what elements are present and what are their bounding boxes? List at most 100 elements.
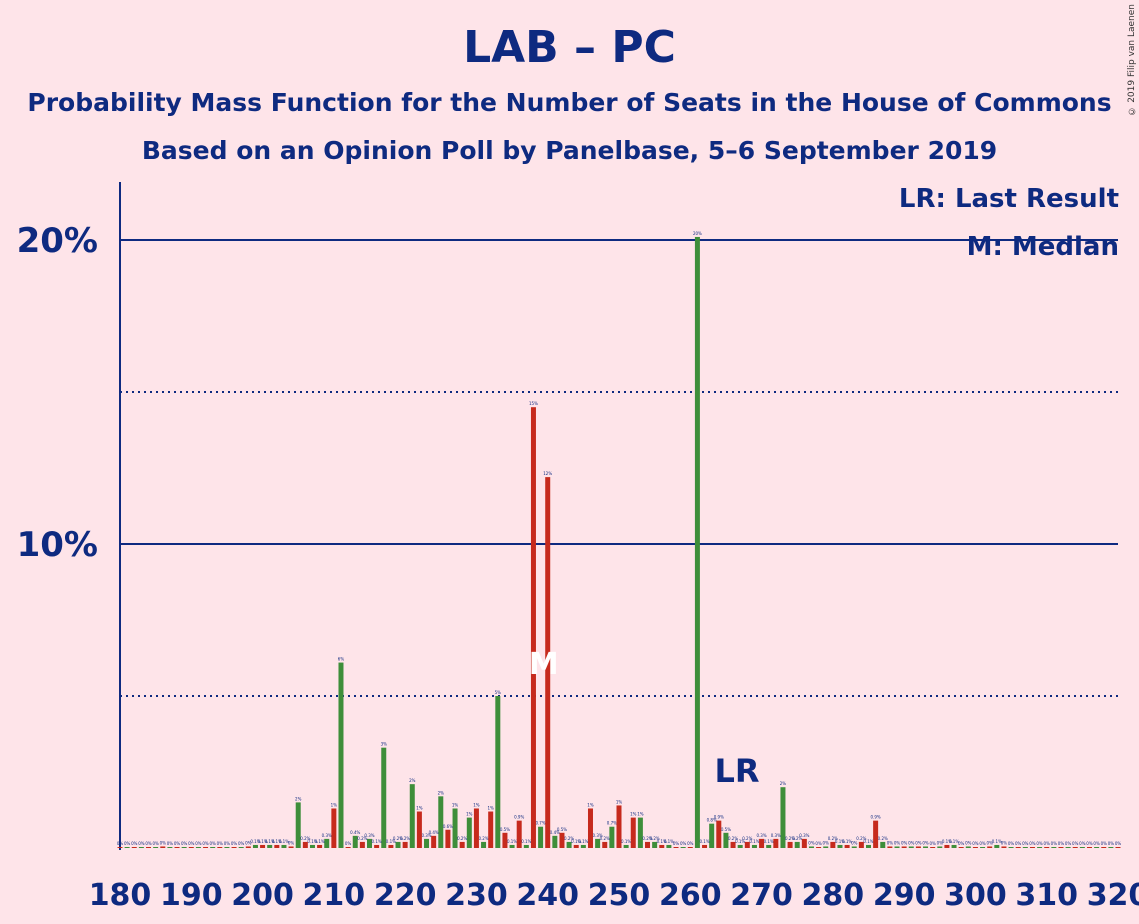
- bar-data-label: 0%: [174, 841, 181, 846]
- x-tick-label: 300: [944, 878, 1007, 913]
- bar-seat-315: [1079, 847, 1085, 848]
- bar-data-label: 0.1%: [578, 839, 588, 844]
- bar-seat-193: [210, 847, 216, 848]
- bar-data-label: 0%: [345, 841, 352, 846]
- bar-seat-225: [438, 796, 444, 848]
- bar-data-label: 2%: [438, 790, 445, 795]
- bar-seat-275: [794, 841, 800, 848]
- bar-data-label: 0%: [181, 841, 188, 846]
- bar-data-label: 0.1%: [507, 839, 517, 844]
- bar-seat-295: [937, 846, 943, 848]
- bar-data-label: 0.1%: [386, 839, 396, 844]
- bar-seat-212: [345, 847, 351, 848]
- bar-seat-309: [1037, 847, 1043, 848]
- bar-seat-233: [495, 696, 501, 848]
- bar-data-label: 1%: [452, 802, 459, 807]
- bar-data-label: 0.9%: [514, 815, 524, 820]
- bar-data-label: 0.3%: [322, 833, 332, 838]
- bar-seat-237: [523, 844, 529, 848]
- bar-data-label: 0.7%: [607, 821, 617, 826]
- bar-data-label: 0.3%: [364, 833, 374, 838]
- bar-data-label: 0.3%: [756, 833, 766, 838]
- last-result-marker: LR: [715, 752, 760, 790]
- bar-data-label: 0.2%: [300, 836, 310, 841]
- bar-seat-250: [616, 805, 622, 848]
- bar-data-label: 0.8%: [707, 818, 717, 823]
- bar-data-label: 1%: [331, 802, 338, 807]
- bar-seat-253: [637, 817, 643, 848]
- bar-seat-182: [131, 847, 137, 848]
- bar-seat-303: [994, 844, 1000, 848]
- bar-data-label: 1%: [587, 802, 594, 807]
- bar-data-label: 0%: [823, 840, 830, 845]
- bar-data-label: 0.3%: [771, 833, 781, 838]
- bar-seat-222: [416, 811, 422, 848]
- bar-data-label: 0.1%: [250, 839, 260, 844]
- bar-seat-216: [374, 844, 380, 848]
- bar-data-label: 0%: [687, 841, 694, 846]
- bar-data-label: 0%: [972, 841, 979, 846]
- bar-seat-183: [138, 847, 144, 848]
- bar-data-label: 1%: [616, 799, 623, 804]
- bar-data-label: 0%: [808, 840, 815, 845]
- bar-data-label: 0%: [1101, 841, 1108, 846]
- bar-seat-282: [844, 844, 850, 848]
- bar-data-label: 0%: [238, 841, 245, 846]
- bar-seat-219: [395, 841, 401, 848]
- bar-data-label: 0%: [1058, 841, 1065, 846]
- bar-data-label: 0%: [887, 840, 894, 845]
- bar-seat-304: [1001, 846, 1007, 848]
- bar-seat-313: [1065, 847, 1071, 848]
- bar-seat-280: [830, 841, 836, 848]
- bar-seat-299: [965, 846, 971, 848]
- bar-seat-196: [231, 847, 237, 848]
- bar-data-label: 0.2%: [357, 836, 367, 841]
- bar-data-label: 0%: [1036, 841, 1043, 846]
- bar-data-label: 0%: [987, 840, 994, 845]
- bar-data-label: 0%: [1051, 841, 1058, 846]
- bar-data-label: 0.2%: [642, 836, 652, 841]
- bar-seat-260: [687, 847, 693, 848]
- bar-seat-185: [153, 847, 159, 848]
- bar-seat-208: [317, 844, 323, 848]
- bar-seat-243: [566, 841, 572, 848]
- bar-data-label: 0%: [901, 840, 908, 845]
- bar-seat-267: [737, 844, 743, 848]
- bar-data-label: 0.2%: [564, 836, 574, 841]
- bar-seat-316: [1086, 847, 1092, 848]
- bar-data-label: 0.2%: [742, 836, 752, 841]
- bar-seat-310: [1044, 847, 1050, 848]
- bar-seat-290: [901, 846, 907, 848]
- bar-data-label: 0.9%: [871, 815, 881, 820]
- bar-seat-254: [645, 841, 651, 848]
- bar-seat-270: [759, 838, 765, 848]
- bar-seat-221: [409, 784, 415, 848]
- bar-seat-223: [424, 838, 430, 848]
- bar-seat-207: [309, 844, 315, 848]
- bar-data-label: 0.2%: [856, 836, 866, 841]
- bar-data-label: 0.1%: [657, 839, 667, 844]
- bar-data-label: 0.1%: [257, 839, 267, 844]
- bar-seat-266: [730, 841, 736, 848]
- bar-data-label: 0%: [138, 841, 145, 846]
- bar-seat-239: [538, 826, 544, 848]
- bar-seat-292: [915, 846, 921, 848]
- bar-data-label: 0.1%: [863, 839, 873, 844]
- bar-seat-284: [858, 841, 864, 848]
- bar-data-label: 15%: [529, 401, 538, 406]
- bar-seat-269: [751, 844, 757, 848]
- bar-seat-204: [288, 846, 294, 848]
- median-marker: M: [529, 647, 559, 682]
- bar-data-label: 0%: [167, 841, 174, 846]
- bar-seat-242: [559, 832, 565, 848]
- bar-seat-205: [295, 802, 301, 848]
- bar-data-label: 0%: [922, 840, 929, 845]
- bar-seat-210: [331, 808, 337, 848]
- bar-data-label: 0%: [815, 841, 822, 846]
- bar-data-label: 1%: [416, 806, 423, 811]
- bar-seat-300: [972, 847, 978, 848]
- bar-data-label: 2%: [295, 796, 302, 801]
- bar-data-label: 0.1%: [307, 839, 317, 844]
- bar-data-label: 0.7%: [535, 821, 545, 826]
- bar-data-label: 0%: [1001, 840, 1008, 845]
